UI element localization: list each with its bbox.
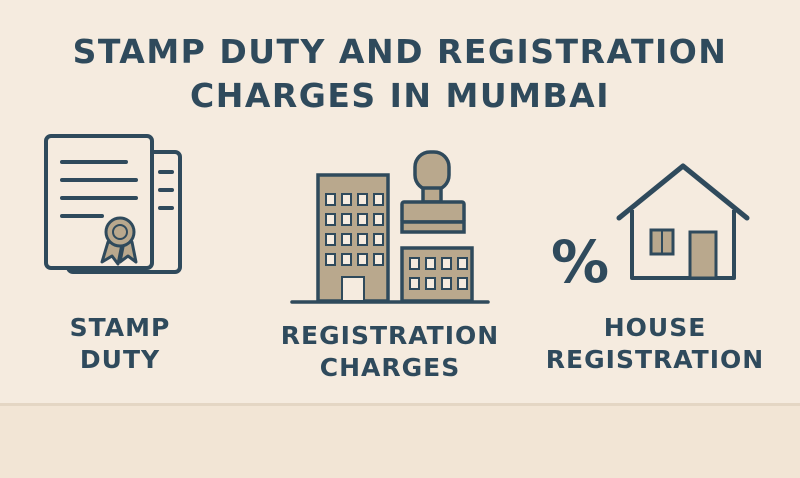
title-line-1: STAMP DUTY AND REGISTRATION bbox=[72, 32, 728, 71]
divider bbox=[0, 403, 800, 406]
footer-band bbox=[0, 406, 800, 478]
certificate-document-icon bbox=[44, 134, 182, 274]
house-registration-label-line-1: HOUSE bbox=[603, 313, 707, 342]
percent-house-icon: % bbox=[551, 163, 750, 290]
title-line-2: CHARGES IN MUMBAI bbox=[189, 76, 610, 115]
stamp-duty-label-line-2: DUTY bbox=[79, 345, 161, 374]
building-stamp-icon bbox=[290, 150, 490, 304]
house-registration-label-line-2: REGISTRATION bbox=[545, 345, 765, 374]
stamp-duty-label-line-1: STAMP bbox=[69, 313, 171, 342]
registration-charges-label: REGISTRATION CHARGES bbox=[270, 320, 510, 384]
registration-charges-label-line-2: CHARGES bbox=[319, 353, 461, 382]
svg-text:%: % bbox=[551, 228, 609, 290]
page-title: STAMP DUTY AND REGISTRATION CHARGES IN M… bbox=[0, 30, 800, 118]
stamp-duty-label: STAMP DUTY bbox=[40, 312, 200, 376]
house-registration-label: HOUSE REGISTRATION bbox=[540, 312, 770, 376]
registration-charges-label-line-1: REGISTRATION bbox=[280, 321, 500, 350]
